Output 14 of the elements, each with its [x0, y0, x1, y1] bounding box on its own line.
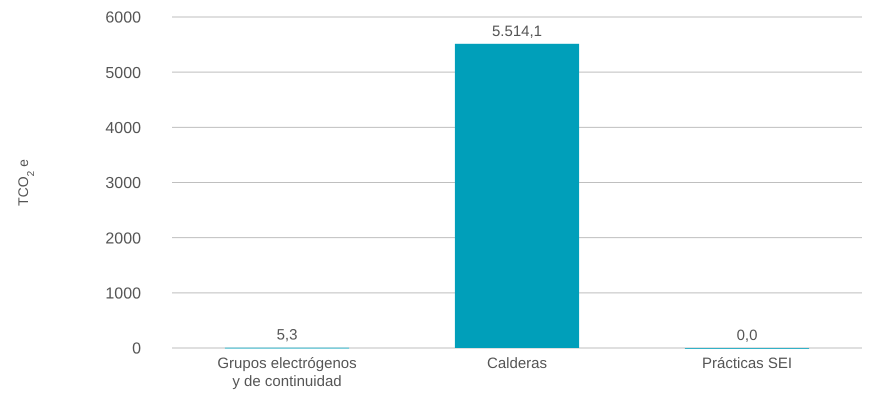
x-tick-label: Grupos electrógenos y de continuidad — [217, 355, 357, 390]
y-tick-label: 5000 — [105, 64, 142, 82]
y-tick-label: 2000 — [105, 230, 142, 248]
x-tick-label: Prácticas SEI — [702, 355, 792, 372]
y-tick-label: 0 — [132, 340, 142, 358]
y-tick-label: 6000 — [105, 10, 142, 27]
data-label: 5,3 — [276, 326, 298, 344]
y-tick-label: 1000 — [105, 285, 142, 302]
y-tick-label: 3000 — [105, 175, 142, 192]
y-tick-label: 4000 — [105, 120, 142, 137]
data-label: 5.514,1 — [492, 22, 542, 40]
data-label: 0,0 — [736, 327, 758, 344]
bar — [454, 44, 580, 348]
x-tick-label: Calderas — [486, 355, 548, 372]
